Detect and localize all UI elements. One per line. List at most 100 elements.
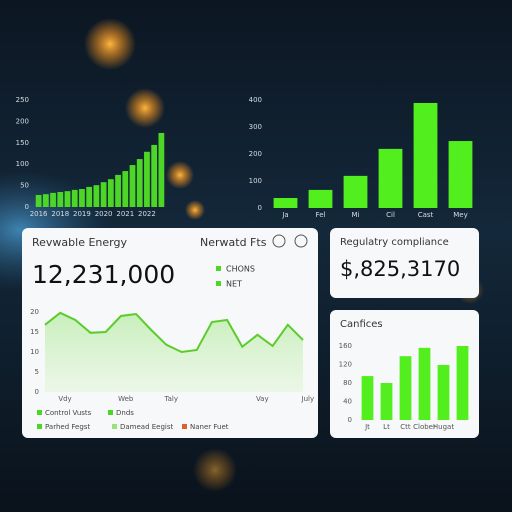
legend-label: Dnds xyxy=(116,409,134,417)
bar xyxy=(93,185,100,207)
y-tick-label: 120 xyxy=(339,361,352,369)
bar xyxy=(100,182,107,207)
bar xyxy=(158,132,165,207)
bar xyxy=(378,148,403,208)
area-fill xyxy=(45,312,303,392)
y-tick-label: 0 xyxy=(258,204,262,212)
bokeh xyxy=(166,161,194,189)
help-icon[interactable] xyxy=(294,234,308,248)
y-tick-label: 100 xyxy=(16,160,29,168)
x-tick-label: Cast xyxy=(418,211,434,219)
bar xyxy=(71,189,78,207)
y-tick-label: 10 xyxy=(30,348,39,356)
x-tick-label: 2021 xyxy=(116,210,134,218)
bar xyxy=(115,174,121,207)
legend-label: NET xyxy=(226,280,242,289)
bar xyxy=(129,165,136,207)
line xyxy=(44,311,304,354)
bar xyxy=(57,192,64,207)
legend-swatch xyxy=(108,410,113,415)
big-number: $,825,3170 xyxy=(340,257,460,281)
x-tick-label: Jt xyxy=(364,423,370,431)
bar xyxy=(456,346,469,420)
x-tick-label: July xyxy=(301,395,315,403)
x-tick-label: Fel xyxy=(316,211,326,219)
bar xyxy=(380,383,393,420)
y-tick-label: 15 xyxy=(30,328,39,336)
y-tick-label: 100 xyxy=(249,177,262,185)
y-tick-label: 150 xyxy=(16,139,29,147)
compliance-card xyxy=(330,228,479,298)
x-tick-label: 2018 xyxy=(51,210,69,218)
x-tick-label: Ja xyxy=(281,211,288,219)
x-tick-label: Mey xyxy=(453,211,468,219)
y-tick-label: 400 xyxy=(249,96,262,104)
x-tick-label: Vdy xyxy=(58,395,71,403)
x-tick-label: Lt xyxy=(383,423,390,431)
y-tick-label: 300 xyxy=(249,123,262,131)
y-tick-label: 200 xyxy=(249,150,262,158)
bokeh xyxy=(125,88,165,128)
bar xyxy=(42,194,49,207)
x-tick-label: 2016 xyxy=(30,210,48,218)
bar xyxy=(418,347,431,420)
legend-swatch xyxy=(216,281,221,286)
bar xyxy=(50,192,56,207)
legend-label: CHONS xyxy=(226,265,255,274)
y-tick-label: 5 xyxy=(35,368,39,376)
x-tick-label: Vay xyxy=(256,395,269,403)
y-tick-label: 40 xyxy=(343,398,352,406)
card-title: Revwable Energy xyxy=(32,236,127,249)
legend-label: Control Vusts xyxy=(45,409,92,417)
bar xyxy=(413,102,438,208)
big-number: 12,231,000 xyxy=(32,260,175,289)
legend-swatch xyxy=(112,424,117,429)
bar xyxy=(437,364,450,420)
x-tick-label: Clober xyxy=(413,423,436,431)
y-tick-label: 250 xyxy=(16,96,29,104)
y-tick-label: 0 xyxy=(35,388,39,396)
x-tick-label: Mi xyxy=(352,211,360,219)
legend-swatch xyxy=(37,424,42,429)
legend-swatch xyxy=(182,424,187,429)
bar xyxy=(151,144,158,207)
bar xyxy=(107,179,114,207)
bar xyxy=(273,198,298,208)
y-tick-label: 20 xyxy=(30,308,39,316)
bar xyxy=(144,151,150,207)
x-tick-label: 2019 xyxy=(73,210,91,218)
y-tick-label: 80 xyxy=(343,379,352,387)
bar xyxy=(122,171,129,207)
legend-swatch xyxy=(216,266,221,271)
x-tick-label: Cil xyxy=(386,211,395,219)
x-tick-label: Web xyxy=(118,395,134,403)
bar xyxy=(399,356,412,420)
bar xyxy=(35,195,42,207)
bokeh xyxy=(84,18,136,70)
bokeh xyxy=(193,448,237,492)
x-tick-label: Ctt xyxy=(400,423,411,431)
bar xyxy=(64,191,71,207)
x-tick-label: Hugat xyxy=(433,423,454,431)
bar xyxy=(448,141,473,208)
card-title: Canfices xyxy=(340,319,383,330)
x-tick-label: 2020 xyxy=(95,210,113,218)
y-tick-label: 0 xyxy=(348,416,352,424)
y-tick-label: 160 xyxy=(339,342,352,350)
y-tick-label: 200 xyxy=(16,117,29,125)
x-tick-label: Taly xyxy=(163,395,178,403)
legend-label: Damead Eegist xyxy=(120,423,174,431)
legend-swatch xyxy=(37,410,42,415)
bar xyxy=(79,189,85,207)
y-tick-label: 50 xyxy=(20,182,29,190)
bar xyxy=(343,175,368,208)
bokeh xyxy=(185,200,205,220)
card-subtitle: Nerwatd Fts xyxy=(200,236,267,249)
help-icon[interactable] xyxy=(272,234,286,248)
bar xyxy=(86,186,93,207)
y-tick-label: 0 xyxy=(25,203,29,211)
x-tick-label: 2022 xyxy=(138,210,156,218)
card-title: Regulatry compliance xyxy=(340,237,449,248)
bar xyxy=(136,159,143,207)
